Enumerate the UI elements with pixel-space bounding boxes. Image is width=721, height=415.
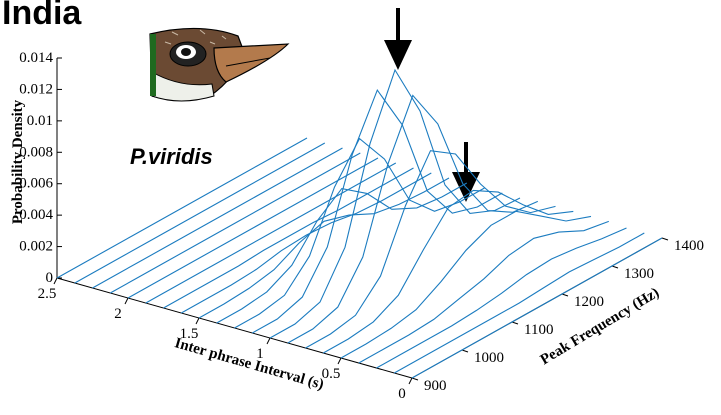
y-tick xyxy=(462,350,468,352)
surface-line xyxy=(181,173,431,313)
surface-line xyxy=(235,139,485,328)
z-tick-label: 0 xyxy=(46,270,54,286)
y-tick-label: 1000 xyxy=(474,350,504,366)
z-tick-label: 0.004 xyxy=(19,207,53,223)
z-axis-label: Probability Density xyxy=(10,99,26,224)
z-tick-label: 0.008 xyxy=(19,144,53,160)
peak-arrow xyxy=(384,8,412,70)
x-tick-label: 2.5 xyxy=(38,286,57,302)
y-tick xyxy=(412,378,418,380)
y-tick-label: 900 xyxy=(424,378,447,394)
surface-line xyxy=(394,233,644,373)
z-tick-label: 0.006 xyxy=(19,176,53,192)
y-tick xyxy=(562,294,568,296)
x-tick xyxy=(338,358,341,364)
y-tick-label: 1400 xyxy=(674,238,704,254)
y-tick xyxy=(612,266,618,268)
x-tick-label: 1 xyxy=(256,346,264,362)
x-tick xyxy=(409,378,412,384)
z-tick-label: 0.014 xyxy=(19,50,53,66)
y-tick xyxy=(662,238,668,240)
surface-line xyxy=(93,148,343,288)
species-annotation: P.viridis xyxy=(130,144,213,169)
x-tick-label: 0 xyxy=(398,386,406,402)
surface-line xyxy=(252,90,502,333)
z-tick-label: 0.002 xyxy=(19,239,53,255)
surface-line xyxy=(128,158,378,298)
x-tick xyxy=(54,278,57,284)
chart-title: India xyxy=(2,0,82,32)
surface-line xyxy=(199,178,449,318)
x-tick xyxy=(125,298,128,304)
chart: India P.viridis Probability Density Inte… xyxy=(0,0,721,415)
z-tick-label: 0.012 xyxy=(19,81,53,97)
x-tick-label: 2 xyxy=(114,306,122,322)
surface-line xyxy=(217,183,467,323)
y-tick-label: 1200 xyxy=(574,294,604,310)
surface-line xyxy=(288,95,538,343)
y-tick-label: 1300 xyxy=(624,266,654,282)
x-axis-label: Inter phrase Interval (s) xyxy=(173,335,326,393)
surface-line xyxy=(146,163,396,303)
bird-illustration xyxy=(150,28,288,101)
z-tick-label: 0.01 xyxy=(27,113,53,129)
surface-line xyxy=(164,168,414,308)
x-tick xyxy=(267,338,270,344)
y-tick-label: 1100 xyxy=(524,322,553,338)
x-tick-label: 0.5 xyxy=(322,366,341,382)
x-tick xyxy=(196,318,199,324)
y-tick xyxy=(512,322,518,324)
x-tick-label: 1.5 xyxy=(180,326,199,342)
